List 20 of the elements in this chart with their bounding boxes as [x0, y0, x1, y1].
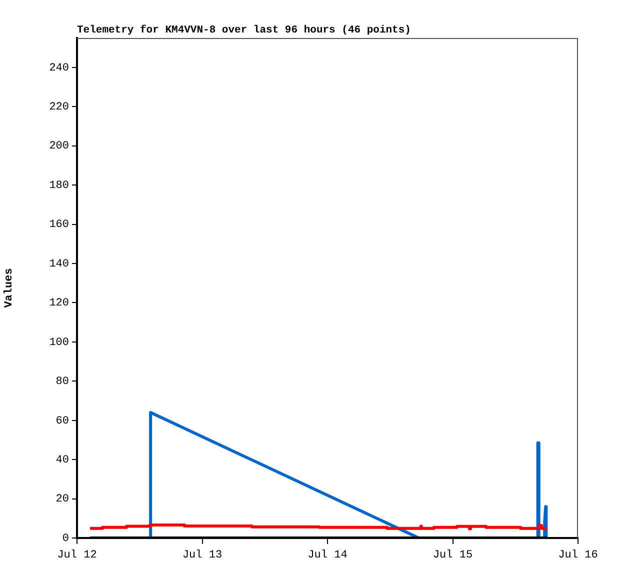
- x-tick-label: Jul 13: [182, 550, 222, 562]
- chart-title: Telemetry for KM4VVN-8 over last 96 hours (46 points): [77, 24, 411, 36]
- y-tick-label: 140: [49, 258, 69, 270]
- y-tick-label: 60: [56, 415, 69, 428]
- y-tick-label: 20: [56, 494, 69, 506]
- x-tick-label: Jul 14: [308, 550, 348, 562]
- y-tick-label: 0: [62, 532, 69, 545]
- x-tick-label: Jul 15: [432, 550, 473, 562]
- x-tick-label: Jul 16: [558, 550, 598, 562]
- y-tick-label: 220: [49, 102, 69, 114]
- y-tick-label: 40: [56, 454, 69, 466]
- y-tick-label: 200: [49, 140, 69, 153]
- y-axis-title: Values: [3, 268, 16, 308]
- y-tick-label: 240: [49, 62, 69, 74]
- y-tick-label: 180: [49, 180, 69, 192]
- y-tick-label: 100: [49, 336, 69, 349]
- y-tick-label: 160: [49, 219, 69, 232]
- y-tick-label: 80: [56, 376, 69, 388]
- x-tick-label: Jul 12: [57, 550, 97, 562]
- y-tick-label: 120: [49, 298, 69, 310]
